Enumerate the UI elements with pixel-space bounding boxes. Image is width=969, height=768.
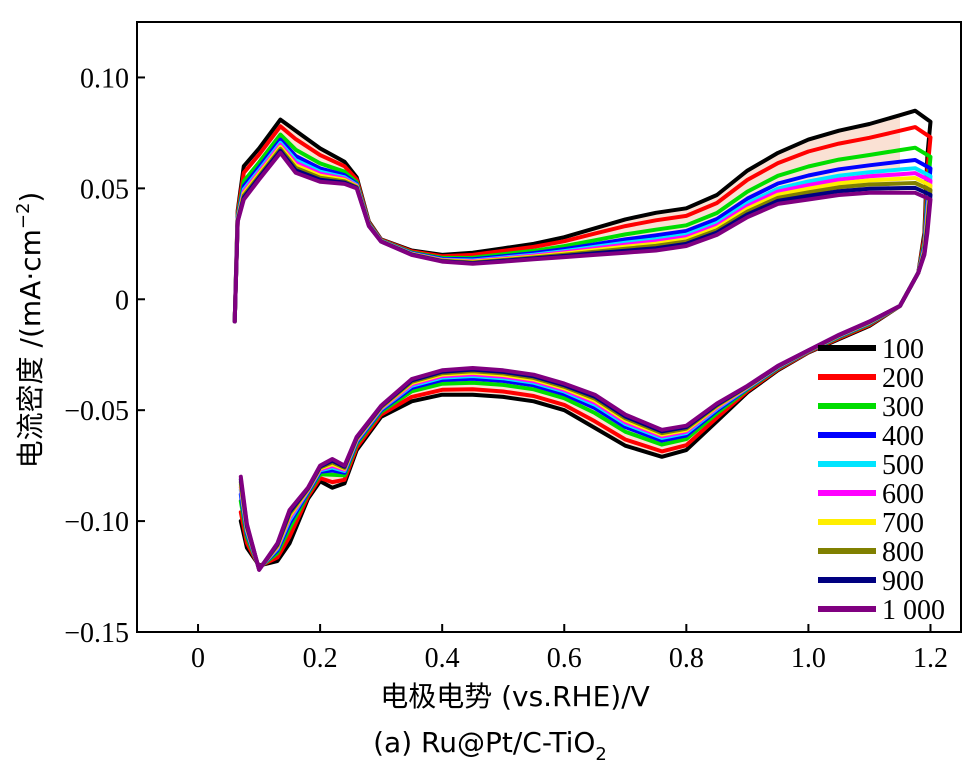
series-line-700 <box>232 144 933 572</box>
y-axis-label-tail: ) <box>14 192 47 203</box>
legend-label: 700 <box>882 508 924 539</box>
y-tick-label: 0 <box>115 285 129 316</box>
legend-label: 400 <box>882 421 924 452</box>
axes-frame <box>136 21 962 633</box>
legend-label: 100 <box>882 334 924 365</box>
x-tick-label: 0.8 <box>669 643 704 674</box>
x-tick-label: 1.2 <box>913 643 948 674</box>
legend-label: 800 <box>882 537 924 568</box>
x-tick-label: 0.4 <box>425 643 460 674</box>
series-line-400 <box>232 137 933 571</box>
legend-label: 900 <box>882 566 924 597</box>
legend-label: 300 <box>882 392 924 423</box>
x-tick-label: 1.0 <box>791 643 826 674</box>
y-tick-label: −0.05 <box>64 396 129 427</box>
y-axis-label: 电流密度 /(mA·cm−2) <box>13 192 47 469</box>
caption-sub: 2 <box>595 744 606 765</box>
tick-labels: 0 0.2 0.4 0.6 0.8 1.0 1.2 0.10 0.05 0 −0.05 −0.10 −0… <box>64 63 948 674</box>
y-axis-label-main: 电流密度 /(mA·cm <box>14 229 47 468</box>
y-tick-label: −0.15 <box>64 618 129 649</box>
y-tick-label: −0.10 <box>64 507 129 538</box>
series-lines <box>232 108 933 572</box>
series-line-800 <box>232 146 933 572</box>
series-line-900 <box>232 148 933 572</box>
plot-border <box>136 21 962 633</box>
caption-main: (a) Ru@Pt/C-TiO <box>373 726 595 759</box>
y-axis-label-sup: −2 <box>13 203 34 230</box>
legend-label: 1 000 <box>882 595 945 626</box>
series-line-500 <box>232 140 933 571</box>
x-tick-label: 0.6 <box>547 643 582 674</box>
y-tick-label: 0.10 <box>80 63 129 94</box>
x-tick-label: 0 <box>191 643 205 674</box>
series-line-600 <box>232 142 933 571</box>
legend-label: 600 <box>882 479 924 510</box>
series-line-1000 <box>232 150 933 572</box>
y-tick-label: 0.05 <box>80 174 129 205</box>
series-line-300 <box>232 132 933 570</box>
legend-label: 500 <box>882 450 924 481</box>
chart-caption: (a) Ru@Pt/C-TiO2 <box>373 726 607 765</box>
legend-label: 200 <box>882 363 924 394</box>
x-axis-label: 电极电势 (vs.RHE)/V <box>380 680 650 713</box>
x-tick-label: 0.2 <box>303 643 338 674</box>
